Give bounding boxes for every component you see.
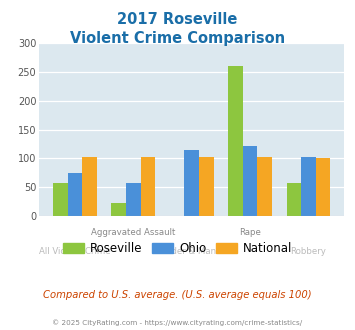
Bar — [301, 157, 316, 216]
Bar — [111, 203, 126, 216]
Text: © 2025 CityRating.com - https://www.cityrating.com/crime-statistics/: © 2025 CityRating.com - https://www.city… — [53, 319, 302, 326]
Text: 2017 Roseville: 2017 Roseville — [117, 12, 238, 26]
Text: Violent Crime Comparison: Violent Crime Comparison — [70, 31, 285, 46]
Text: Aggravated Assault: Aggravated Assault — [91, 228, 175, 237]
Bar — [184, 150, 199, 216]
Text: Compared to U.S. average. (U.S. average equals 100): Compared to U.S. average. (U.S. average … — [43, 290, 312, 300]
Legend: Roseville, Ohio, National: Roseville, Ohio, National — [58, 237, 297, 260]
Bar — [228, 66, 243, 216]
Bar — [82, 157, 97, 216]
Text: Robbery: Robbery — [291, 248, 327, 256]
Text: All Violent Crime: All Violent Crime — [39, 248, 111, 256]
Bar — [257, 157, 272, 216]
Bar — [53, 183, 67, 216]
Bar — [243, 146, 257, 216]
Bar — [316, 158, 331, 216]
Bar — [199, 157, 214, 216]
Text: Murder & Mans...: Murder & Mans... — [155, 248, 229, 256]
Bar — [67, 173, 82, 216]
Text: Rape: Rape — [239, 228, 261, 237]
Bar — [286, 183, 301, 216]
Bar — [141, 157, 155, 216]
Bar — [126, 183, 141, 216]
